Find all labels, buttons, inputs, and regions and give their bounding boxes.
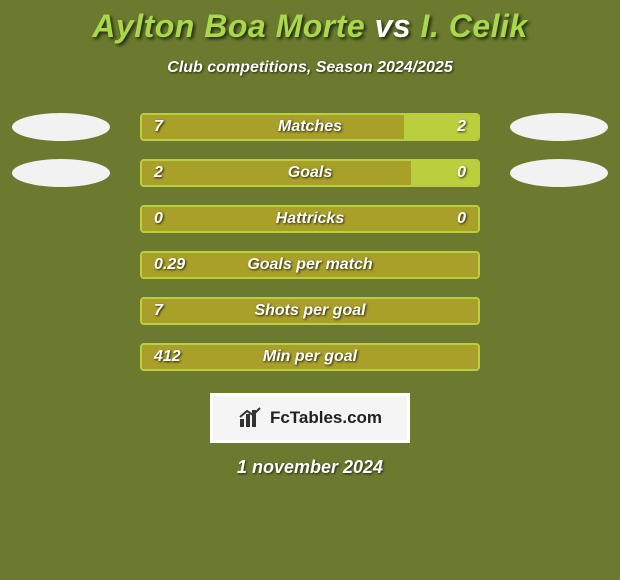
bar-segment-player1 (142, 161, 411, 185)
bar-segment-player1 (142, 253, 478, 277)
logo-text: FcTables.com (270, 408, 382, 428)
stat-bar: 20Goals (140, 159, 480, 187)
bar-segment-player2 (411, 161, 478, 185)
bar-segment-player1 (142, 345, 478, 369)
comparison-card: Aylton Boa Morte vs I. Celik Club compet… (0, 0, 620, 580)
date-label: 1 november 2024 (0, 457, 620, 478)
chart-icon (238, 407, 264, 429)
bar-segment-player1 (142, 115, 404, 139)
title-player2: I. Celik (421, 8, 528, 44)
stat-bar: 00Hattricks (140, 205, 480, 233)
player1-badge (12, 113, 110, 141)
stat-bar: 72Matches (140, 113, 480, 141)
stat-row: 72Matches (0, 107, 620, 153)
stat-bar: 7Shots per goal (140, 297, 480, 325)
stat-row: 00Hattricks (0, 199, 620, 245)
stats-list: 72Matches 20Goals 00Hattricks 0.29Goals per… (0, 107, 620, 383)
stat-row: 7Shots per goal (0, 291, 620, 337)
subtitle: Club competitions, Season 2024/2025 (0, 59, 620, 77)
stat-bar: 412Min per goal (140, 343, 480, 371)
player2-badge (510, 159, 608, 187)
bar-segment-player1 (142, 207, 478, 231)
stat-row: 412Min per goal (0, 337, 620, 383)
player1-badge (12, 159, 110, 187)
bar-segment-player1 (142, 299, 478, 323)
title-player1: Aylton Boa Morte (92, 8, 365, 44)
logo-box: FcTables.com (210, 393, 410, 443)
title-vs: vs (375, 8, 412, 44)
stat-row: 0.29Goals per match (0, 245, 620, 291)
stat-bar: 0.29Goals per match (140, 251, 480, 279)
page-title: Aylton Boa Morte vs I. Celik (0, 8, 620, 45)
stat-row: 20Goals (0, 153, 620, 199)
player2-badge (510, 113, 608, 141)
bar-segment-player2 (404, 115, 478, 139)
